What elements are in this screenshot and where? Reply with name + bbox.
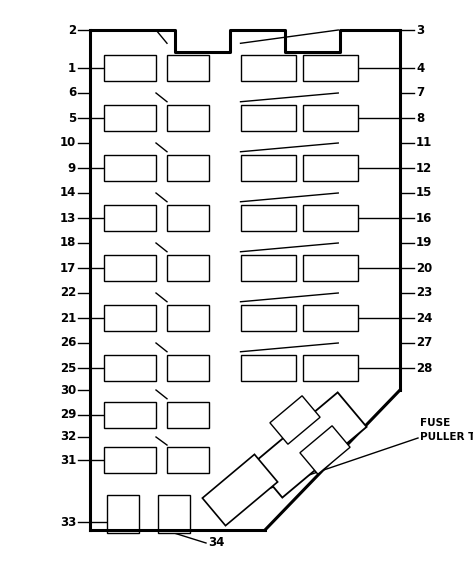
Bar [158,495,190,533]
FancyBboxPatch shape [167,155,209,181]
Text: 11: 11 [416,136,432,150]
Text: 29: 29 [60,409,76,422]
Bar [107,495,139,533]
FancyBboxPatch shape [303,55,358,81]
FancyBboxPatch shape [303,355,358,381]
Text: 21: 21 [60,311,76,324]
Text: 8: 8 [416,111,424,124]
FancyBboxPatch shape [104,205,156,231]
FancyBboxPatch shape [104,55,156,81]
Text: 34: 34 [208,537,224,549]
FancyBboxPatch shape [240,55,296,81]
Text: 27: 27 [416,337,432,350]
Text: 17: 17 [60,261,76,275]
FancyBboxPatch shape [167,305,209,331]
FancyBboxPatch shape [303,105,358,131]
Text: 24: 24 [416,311,432,324]
Text: 22: 22 [60,287,76,300]
FancyBboxPatch shape [104,155,156,181]
Text: 14: 14 [60,186,76,199]
Text: 30: 30 [60,383,76,396]
Text: 4: 4 [416,61,424,74]
Polygon shape [202,454,278,526]
Text: 10: 10 [60,136,76,150]
FancyBboxPatch shape [167,355,209,381]
Text: 20: 20 [416,261,432,275]
Text: 7: 7 [416,87,424,100]
FancyBboxPatch shape [240,155,296,181]
FancyBboxPatch shape [303,305,358,331]
Text: 18: 18 [60,236,76,249]
Text: 9: 9 [68,162,76,175]
FancyBboxPatch shape [167,205,209,231]
FancyBboxPatch shape [167,447,209,473]
FancyBboxPatch shape [240,205,296,231]
Text: FUSE
PULLER TOOL: FUSE PULLER TOOL [420,418,473,441]
Text: 31: 31 [60,454,76,467]
Text: 25: 25 [60,361,76,374]
FancyBboxPatch shape [104,255,156,281]
FancyBboxPatch shape [303,205,358,231]
FancyBboxPatch shape [240,355,296,381]
Text: 32: 32 [60,431,76,444]
Text: 2: 2 [68,24,76,37]
FancyBboxPatch shape [104,447,156,473]
FancyBboxPatch shape [303,255,358,281]
Polygon shape [270,396,320,444]
FancyBboxPatch shape [240,305,296,331]
FancyBboxPatch shape [104,355,156,381]
FancyBboxPatch shape [167,55,209,81]
FancyBboxPatch shape [104,402,156,428]
Text: 33: 33 [60,516,76,529]
FancyBboxPatch shape [240,105,296,131]
FancyBboxPatch shape [167,105,209,131]
FancyBboxPatch shape [104,305,156,331]
FancyBboxPatch shape [167,402,209,428]
FancyBboxPatch shape [240,255,296,281]
Text: 1: 1 [68,61,76,74]
Text: 3: 3 [416,24,424,37]
Text: 13: 13 [60,212,76,225]
FancyBboxPatch shape [104,105,156,131]
Text: 26: 26 [60,337,76,350]
Text: 28: 28 [416,361,432,374]
Text: 15: 15 [416,186,432,199]
Text: 5: 5 [68,111,76,124]
FancyBboxPatch shape [167,255,209,281]
Text: 6: 6 [68,87,76,100]
Text: 12: 12 [416,162,432,175]
FancyBboxPatch shape [303,155,358,181]
Text: 19: 19 [416,236,432,249]
Text: 16: 16 [416,212,432,225]
Polygon shape [254,392,367,498]
Text: 23: 23 [416,287,432,300]
Polygon shape [300,426,350,474]
